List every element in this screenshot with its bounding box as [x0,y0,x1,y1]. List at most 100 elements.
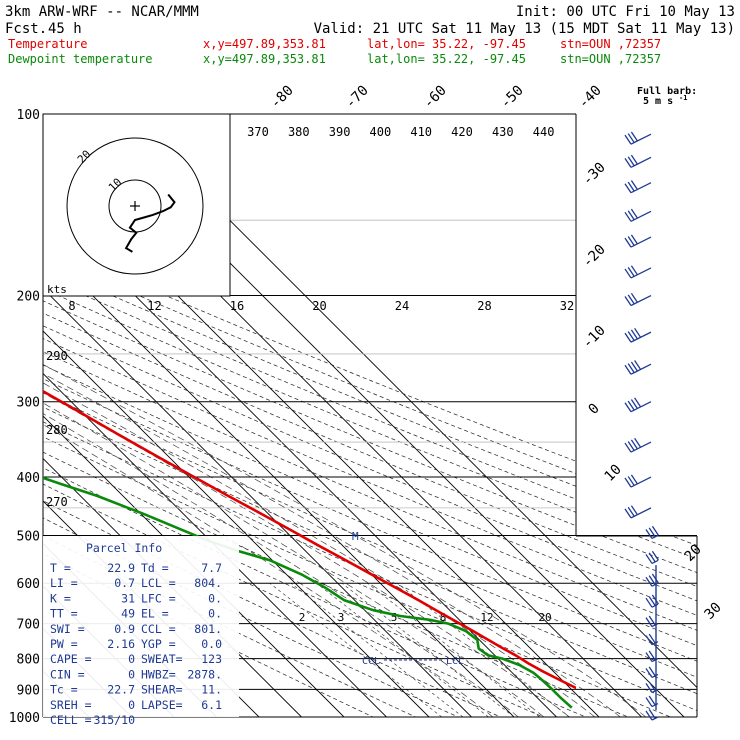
wind-barb-flag [630,208,638,219]
pressure-tick-label: 700 [17,618,40,633]
wind-barb-flag [624,296,632,306]
ccl-label: CCL [362,656,380,667]
parcel-info-cell: 804. [194,576,222,590]
marker-m: M [352,530,359,543]
wind-barb-staff [630,476,652,488]
dry-adiabat-labels: 290 280 270 [46,349,68,509]
forecast-label: Fcst. [5,21,47,37]
model-title: 3km ARW-WRF -- NCAR/MMM [5,4,199,20]
wind-barb-flag [630,265,638,276]
mixing-ratio-label: 8 [440,611,447,624]
parcel-info-cell: SWEAT= [141,652,183,666]
parcel-info-cell: 2878. [187,667,222,681]
parcel-info-cell: 22.7 [107,683,135,697]
hodograph-units: kts [47,283,67,296]
dry-adiabat-line [43,114,697,717]
hodograph-inset: 20 10 kts 8 12 16 20 24 28 32 [42,113,574,313]
parcel-info-background [43,536,239,717]
wind-barb-flag [634,397,642,408]
parcel-info-cell: CAPE = [50,652,92,666]
wind-barb-flag [651,550,659,561]
dry-adiabat-line [43,114,530,717]
parcel-info-cell: T = [50,561,71,575]
wind-barb-flag [645,652,653,662]
wind-barb-flag [627,400,635,411]
lcl-label: LCL [446,656,464,667]
wind-barb-flag [627,236,635,246]
barb-key-line2: 5 m s [643,96,673,107]
isotherm-label: -40 [576,83,605,112]
dry-adiabat-line [43,114,697,717]
isotherm-label: -60 [421,83,450,112]
wind-barb-flag [630,292,638,303]
isotherm-label: -20 [580,242,609,271]
barb-key: Full barb: 5 m s -1 [637,86,697,107]
mixing-ratio-line [316,582,489,717]
wind-barb-flag [645,635,653,646]
parcel-info-cell: 0.9 [114,622,135,636]
parcel-info-cell: SREH = [50,698,92,712]
pressure-tick-label: 1000 [9,711,40,726]
hodograph-frame [42,113,231,297]
mixing-ratio-line [269,582,442,717]
wind-barb-flag [624,364,632,375]
wind-barb-staff [630,294,652,307]
wind-barb-flag [627,133,635,143]
isotherm-label: -30 [580,160,609,189]
parcel-info-cell: 2.16 [107,637,135,651]
theta-e-label: 430 [492,125,514,139]
wind-barb-flag [648,695,656,706]
wind-barb-flag [627,441,635,451]
wind-barb-flag [630,474,638,485]
wind-barb-flag [634,327,642,338]
temperature-trace [43,389,576,690]
isotherm-label: 10 [602,462,625,485]
parcel-info-cell: 11. [201,683,222,697]
parcel-info-cell: PW = [50,637,78,651]
isotherm-label: -80 [268,83,297,112]
dry-adiabat-label: 270 [46,495,68,509]
wind-barb-flag [645,668,653,678]
wind-barb-flag [627,506,635,517]
theta-e-label: 440 [533,125,555,139]
mixing-ratio-label: 20 [538,611,551,624]
parcel-info-cell: CCL = [141,622,176,636]
isotherm-line [43,114,430,717]
wind-barb-flag [630,329,638,340]
parcel-info-cell: Tc = [50,683,78,697]
wind-barb-flag [645,576,653,587]
parcel-info-cell: CELL = [50,713,92,727]
wind-barb-flag [627,363,635,373]
parcel-info-cell: 315/10 [93,713,135,727]
wind-barb-flag [630,399,638,409]
wind-barb-flag [627,476,635,486]
wind-barb-flag [645,597,653,608]
theta-e-label: 390 [329,125,351,139]
parcel-info-cell: 0 [128,698,135,712]
dry-adiabat-line [43,114,697,717]
dry-adiabat-line [43,114,697,717]
isotherm-labels: -80 -70 -60 -50 -40 -30 -20 -10 0 10 20 30 [268,83,725,623]
wind-barb-staff [630,156,652,168]
temperature-xy: x,y=497.89,353.81 [203,37,326,51]
isotherm-line [0,114,4,717]
pressure-tick-label: 100 [17,108,40,123]
wind-barb-flag [645,617,653,627]
mixing-ratio-labels: 2 3 5 8 12 20 [299,611,552,624]
wind-barb-staff [630,507,652,519]
wind-barb-staff [630,363,652,375]
wind-barb-flag [648,681,656,692]
theta-e-label: 370 [247,125,269,139]
parcel-info-cell: 0.0 [201,637,222,651]
temperature-stn: stn=OUN ,72357 [560,37,661,51]
wind-barb-staff [630,401,652,413]
speed-scale-label: 16 [230,299,244,313]
wind-barb-staff [630,441,652,453]
isotherm-line [43,114,472,717]
wind-barb-flag [645,554,653,564]
isotherm-label: -50 [498,83,527,112]
wind-barb-flag [648,650,656,661]
hodograph-speed-scale: 8 12 16 20 24 28 32 [68,299,574,313]
wind-barb-flag [624,402,632,413]
wind-barb-staff [630,133,652,145]
